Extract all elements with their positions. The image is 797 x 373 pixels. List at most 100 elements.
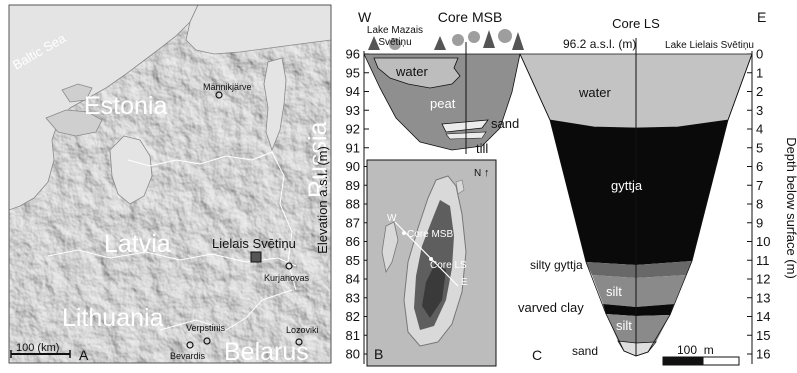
inset-e-label: E	[461, 277, 468, 288]
border-lithuania-belarus	[159, 289, 293, 331]
axis-tick-label: 2	[756, 84, 763, 99]
tree-icon	[483, 30, 495, 48]
inset-core-ls-marker	[429, 257, 433, 261]
axis-tick-label: 95	[346, 65, 360, 80]
tree-icon	[468, 31, 480, 43]
lake-peipus	[263, 57, 287, 152]
inset-core-msb-marker	[402, 231, 406, 235]
core-msb-label: Core MSB	[438, 9, 503, 25]
inset-core-ls-label: Core LS	[430, 260, 467, 271]
unit-silt-upper: silt	[606, 284, 622, 299]
site-verpstinis: Verpstinis	[186, 323, 226, 345]
unit-water-msb: water	[395, 64, 428, 79]
country-belarus: Belarus	[224, 338, 309, 366]
svg-text:100 m: 100 m	[677, 343, 714, 357]
axis-tick-label: 1	[756, 65, 763, 80]
panel-label-a: A	[79, 347, 89, 363]
axis-tick-label: 92	[346, 122, 360, 137]
ls-silt-upper-layer	[592, 275, 686, 307]
lake-lielais-label: Lake Lielais Svētiņu	[665, 40, 754, 51]
country-latvia: Latvia	[104, 230, 171, 258]
svg-text:Kurjanovas: Kurjanovas	[264, 273, 310, 283]
ls-silt-lower-layer	[606, 314, 670, 343]
map-frame	[8, 4, 332, 364]
axis-tick-label: 82	[346, 309, 360, 324]
site-bevardis: Bevardis	[170, 341, 206, 361]
island-hiiumaa	[61, 83, 93, 103]
lake-mazais-label-1: Lake Mazais	[367, 25, 423, 36]
axis-tick-label: 89	[346, 178, 360, 193]
axis-tick-label: 85	[346, 253, 360, 268]
axis-tick-label: 6	[756, 159, 763, 174]
axis-tick-label: 94	[346, 84, 360, 99]
axis-tick-label: 5	[756, 140, 763, 155]
axis-tick-label: 96	[346, 47, 360, 62]
inset-panel-b: W Core MSB Core LS E N ↑ B	[366, 159, 497, 367]
tree-icon	[498, 29, 512, 43]
site-lielais-svetinu: Lielais Svētiņu	[212, 236, 296, 263]
country-estonia: Estonia	[84, 92, 167, 120]
ls-varved-clay-layer	[603, 304, 674, 316]
unit-sand-msb: sand	[491, 116, 519, 131]
site-kurjanovas: Kurjanovas	[264, 262, 310, 283]
elevation-axis: 96 95 94 93 92 91 90 89 88 87 86 85 84 83 82 81 80	[346, 47, 369, 364]
axis-tick-label: 80	[346, 347, 360, 362]
axis-tick-label: 86	[346, 234, 360, 249]
site-lozoviki: Lozoviki	[286, 325, 319, 346]
svg-text:Verpstinis: Verpstinis	[186, 323, 226, 333]
svg-text:100 (km): 100 (km)	[16, 342, 59, 354]
axis-tick-label: 13	[756, 290, 770, 305]
unit-sand-ls: sand	[572, 344, 598, 358]
unit-gyttja: gyttja	[611, 178, 643, 193]
unit-silt-lower: silt	[616, 318, 632, 333]
unit-silty-gyttja: silty gyttja	[530, 258, 583, 272]
depth-axis-label: Depth below surface (m)	[784, 137, 797, 279]
axis-tick-label: 7	[756, 178, 763, 193]
svg-text:Lozoviki: Lozoviki	[286, 325, 319, 335]
ls-silty-gyttja-layer	[586, 261, 692, 278]
ls-gyttja-layer	[550, 120, 728, 265]
surface-elevation-label: 96.2 a.s.l. (m)	[563, 37, 636, 51]
east-label: E	[757, 9, 766, 25]
msb-sand-lens	[441, 119, 489, 133]
axis-tick-label: 15	[756, 328, 770, 343]
axis-tick-label: 83	[346, 290, 360, 305]
panel-label-c: C	[532, 347, 542, 363]
unit-water-ls: water	[578, 85, 611, 100]
shore-trees	[368, 29, 524, 50]
unit-till: till	[476, 141, 488, 156]
island-saaremaa	[45, 109, 103, 137]
axis-tick-label: 4	[756, 122, 763, 137]
border-east	[271, 151, 297, 291]
gulf-of-riga	[109, 135, 153, 205]
lake-mazais-label-2: Svētiņu	[378, 37, 411, 48]
baltic-sea	[9, 5, 199, 211]
axis-tick-label: 87	[346, 215, 360, 230]
axis-tick-label: 14	[756, 309, 770, 324]
inset-north-label: N	[474, 168, 481, 179]
unit-varved-clay: varved clay	[518, 300, 584, 315]
border-estonia-latvia	[127, 151, 273, 167]
map-scale-bar: 100 (km)	[10, 342, 71, 358]
axis-tick-label: 84	[346, 272, 360, 287]
svg-text:Männikjärve: Männikjärve	[203, 82, 252, 92]
site-mannikjarve: Männikjärve	[203, 82, 252, 99]
inset-w-label: W	[387, 213, 397, 224]
country-russia: Russia	[304, 121, 332, 198]
axis-tick-label: 12	[756, 272, 770, 287]
inset-lake-deepest	[422, 262, 446, 318]
west-label: W	[358, 9, 372, 25]
axis-tick-label: 9	[756, 215, 763, 230]
inset-core-msb-label: Core MSB	[407, 229, 453, 240]
core-ls-label: Core LS	[612, 16, 660, 31]
country-lithuania: Lithuania	[62, 304, 164, 332]
inset-mire	[381, 221, 399, 274]
tree-icon	[512, 32, 524, 50]
svg-text:Lielais Svētiņu: Lielais Svētiņu	[212, 236, 296, 251]
axis-tick-label: 16	[756, 347, 770, 362]
axis-tick-label: 81	[346, 328, 360, 343]
